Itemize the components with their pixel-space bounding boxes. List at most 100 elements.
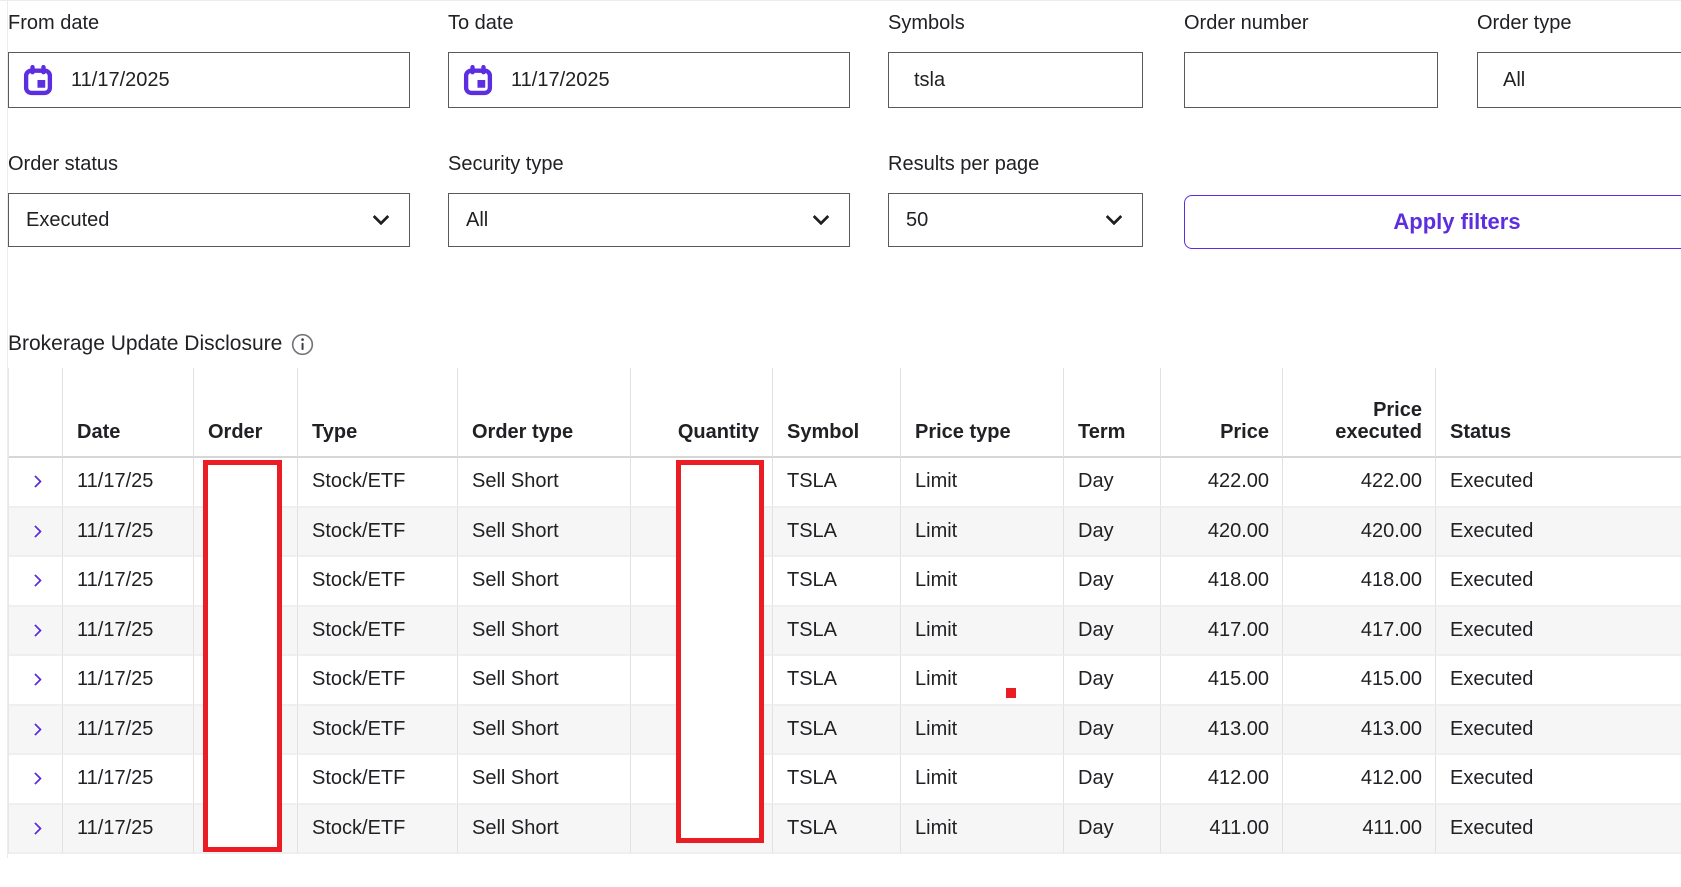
cell-price: 415.00 xyxy=(1161,656,1283,706)
cell-term: Day xyxy=(1064,804,1161,854)
row-expand-button[interactable] xyxy=(9,656,63,706)
chevron-right-icon xyxy=(29,673,42,687)
cell-price_executed: 412.00 xyxy=(1283,755,1436,805)
cell-symbol: TSLA xyxy=(773,755,901,805)
filter-to-date: To date 11/17/2025 xyxy=(448,12,850,108)
cell-price: 422.00 xyxy=(1161,458,1283,508)
cell-price: 412.00 xyxy=(1161,755,1283,805)
to-date-input[interactable]: 11/17/2025 xyxy=(448,52,850,108)
col-header-date: Date xyxy=(63,368,194,458)
cell-type: Stock/ETF xyxy=(298,755,458,805)
filter-security-type: Security type All xyxy=(448,153,850,247)
cell-status: Executed xyxy=(1436,656,1681,706)
cell-price_executed: 415.00 xyxy=(1283,656,1436,706)
cell-price_type: Limit xyxy=(901,804,1064,854)
cell-symbol: TSLA xyxy=(773,705,901,755)
row-expand-button[interactable] xyxy=(9,804,63,854)
cell-price_executed: 411.00 xyxy=(1283,804,1436,854)
chevron-right-icon xyxy=(29,574,42,588)
panel-left-border xyxy=(7,0,8,858)
row-expand-button[interactable] xyxy=(9,755,63,805)
cell-date: 11/17/25 xyxy=(63,656,194,706)
cell-date: 11/17/25 xyxy=(63,705,194,755)
cell-price_type: Limit xyxy=(901,755,1064,805)
chevron-right-icon xyxy=(29,524,42,538)
order-status-value: Executed xyxy=(26,208,110,231)
col-header-symbol: Symbol xyxy=(773,368,901,458)
cell-order_type: Sell Short xyxy=(458,606,631,656)
cell-price_executed: 420.00 xyxy=(1283,507,1436,557)
cell-order_type: Sell Short xyxy=(458,656,631,706)
cell-date: 11/17/25 xyxy=(63,557,194,607)
order-type-value: All xyxy=(1503,68,1526,91)
cell-status: Executed xyxy=(1436,557,1681,607)
chevron-right-icon xyxy=(29,722,42,736)
col-header-price: Price xyxy=(1161,368,1283,458)
row-expand-button[interactable] xyxy=(9,557,63,607)
from-date-value: 11/17/2025 xyxy=(71,68,170,91)
chevron-down-icon xyxy=(1105,208,1123,225)
cell-symbol: TSLA xyxy=(773,557,901,607)
order-number-input[interactable] xyxy=(1184,52,1438,108)
filter-results-per-page: Results per page 50 xyxy=(888,153,1143,247)
to-date-label: To date xyxy=(448,12,514,34)
results-per-page-value: 50 xyxy=(906,208,929,231)
cell-type: Stock/ETF xyxy=(298,458,458,508)
chevron-right-icon xyxy=(29,623,42,637)
row-expand-button[interactable] xyxy=(9,606,63,656)
col-header-quantity: Quantity xyxy=(631,368,773,458)
order-type-label: Order type xyxy=(1477,12,1572,34)
results-per-page-select[interactable]: 50 xyxy=(888,193,1143,247)
orders-table: Date Order Type Order type Quantity Symbol Pri… xyxy=(8,368,1681,854)
cell-order_type: Sell Short xyxy=(458,507,631,557)
quantity-column-redaction-box xyxy=(676,460,764,843)
row-expand-button[interactable] xyxy=(9,458,63,508)
cell-price_type: Limit xyxy=(901,507,1064,557)
cell-symbol: TSLA xyxy=(773,656,901,706)
order-column-redaction-box xyxy=(203,460,282,852)
cell-term: Day xyxy=(1064,507,1161,557)
cell-order_type: Sell Short xyxy=(458,804,631,854)
cell-term: Day xyxy=(1064,606,1161,656)
filter-from-date: From date 11/17/2025 xyxy=(8,12,410,108)
cell-status: Executed xyxy=(1436,507,1681,557)
cell-type: Stock/ETF xyxy=(298,705,458,755)
cell-price_executed: 417.00 xyxy=(1283,606,1436,656)
cell-status: Executed xyxy=(1436,606,1681,656)
info-icon[interactable] xyxy=(291,333,314,356)
calendar-icon[interactable] xyxy=(23,64,53,96)
security-type-label: Security type xyxy=(448,153,564,175)
from-date-input[interactable]: 11/17/2025 xyxy=(8,52,410,108)
calendar-icon[interactable] xyxy=(463,64,493,96)
cell-price_executed: 413.00 xyxy=(1283,705,1436,755)
apply-filters-button[interactable]: Apply filters xyxy=(1184,195,1681,249)
disclosure-heading: Brokerage Update Disclosure xyxy=(8,332,314,356)
cell-type: Stock/ETF xyxy=(298,507,458,557)
filter-order-number: Order number xyxy=(1184,12,1438,108)
filter-order-status: Order status Executed xyxy=(8,153,410,247)
cell-term: Day xyxy=(1064,755,1161,805)
cell-order_type: Sell Short xyxy=(458,705,631,755)
cell-price_executed: 422.00 xyxy=(1283,458,1436,508)
security-type-value: All xyxy=(466,208,489,231)
cell-order_type: Sell Short xyxy=(458,557,631,607)
symbols-value: tsla xyxy=(914,68,946,91)
row-expand-button[interactable] xyxy=(9,507,63,557)
cell-symbol: TSLA xyxy=(773,606,901,656)
symbols-label: Symbols xyxy=(888,12,965,34)
cell-date: 11/17/25 xyxy=(63,755,194,805)
order-status-select[interactable]: Executed xyxy=(8,193,410,247)
order-type-input[interactable]: All xyxy=(1477,52,1681,108)
security-type-select[interactable]: All xyxy=(448,193,850,247)
cell-status: Executed xyxy=(1436,755,1681,805)
cell-symbol: TSLA xyxy=(773,804,901,854)
cell-date: 11/17/25 xyxy=(63,458,194,508)
chevron-down-icon xyxy=(812,208,830,225)
cell-term: Day xyxy=(1064,656,1161,706)
order-number-label: Order number xyxy=(1184,12,1309,34)
cell-term: Day xyxy=(1064,458,1161,508)
symbols-input[interactable]: tsla xyxy=(888,52,1143,108)
row-expand-button[interactable] xyxy=(9,705,63,755)
col-header-term: Term xyxy=(1064,368,1161,458)
cell-type: Stock/ETF xyxy=(298,606,458,656)
